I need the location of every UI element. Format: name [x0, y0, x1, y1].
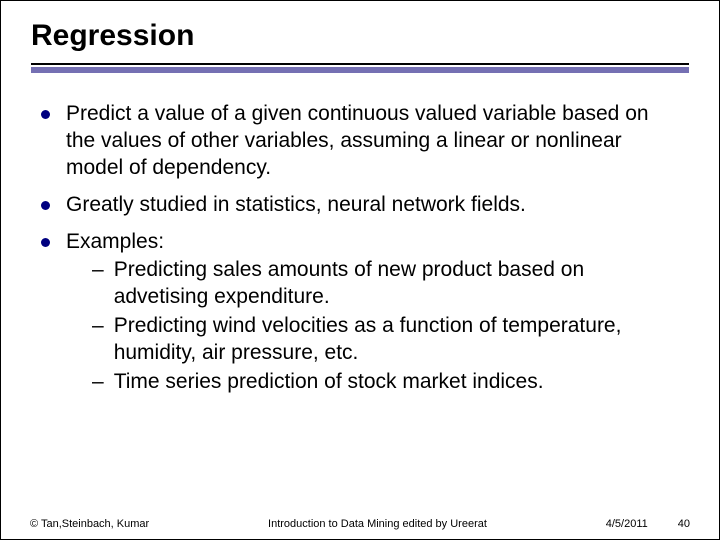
sub-bullet-text: Predicting wind velocities as a function…	[114, 313, 679, 367]
bullet-text: Examples:	[66, 229, 679, 256]
footer-date: 4/5/2011	[606, 518, 648, 530]
footer-center: Introduction to Data Mining edited by Ur…	[149, 518, 606, 530]
divider-bottom	[31, 67, 689, 73]
sub-bullet-text: Predicting sales amounts of new product …	[114, 257, 679, 311]
bullet-icon	[41, 201, 50, 210]
bullet-icon	[41, 110, 50, 119]
divider-top	[31, 63, 689, 65]
content-area: Predict a value of a given continuous va…	[31, 101, 689, 396]
dash-icon: –	[92, 313, 104, 340]
dash-icon: –	[92, 369, 104, 396]
bullet-text: Greatly studied in statistics, neural ne…	[66, 192, 526, 219]
bullet-icon	[41, 238, 50, 247]
footer: © Tan,Steinbach, Kumar Introduction to D…	[30, 518, 690, 530]
sub-bullet-item: – Predicting wind velocities as a functi…	[92, 313, 679, 367]
sub-bullet-text: Time series prediction of stock market i…	[114, 369, 544, 396]
bullet-text: Predict a value of a given continuous va…	[66, 101, 679, 182]
sub-bullet-item: – Time series prediction of stock market…	[92, 369, 679, 396]
bullet-item: Examples: – Predicting sales amounts of …	[41, 229, 679, 396]
dash-icon: –	[92, 257, 104, 284]
slide: Regression Predict a value of a given co…	[0, 0, 720, 540]
slide-title: Regression	[31, 19, 689, 53]
footer-page-number: 40	[678, 518, 690, 530]
footer-copyright: © Tan,Steinbach, Kumar	[30, 518, 149, 530]
sub-bullet-item: – Predicting sales amounts of new produc…	[92, 257, 679, 311]
bullet-item: Greatly studied in statistics, neural ne…	[41, 192, 679, 219]
bullet-item: Predict a value of a given continuous va…	[41, 101, 679, 182]
